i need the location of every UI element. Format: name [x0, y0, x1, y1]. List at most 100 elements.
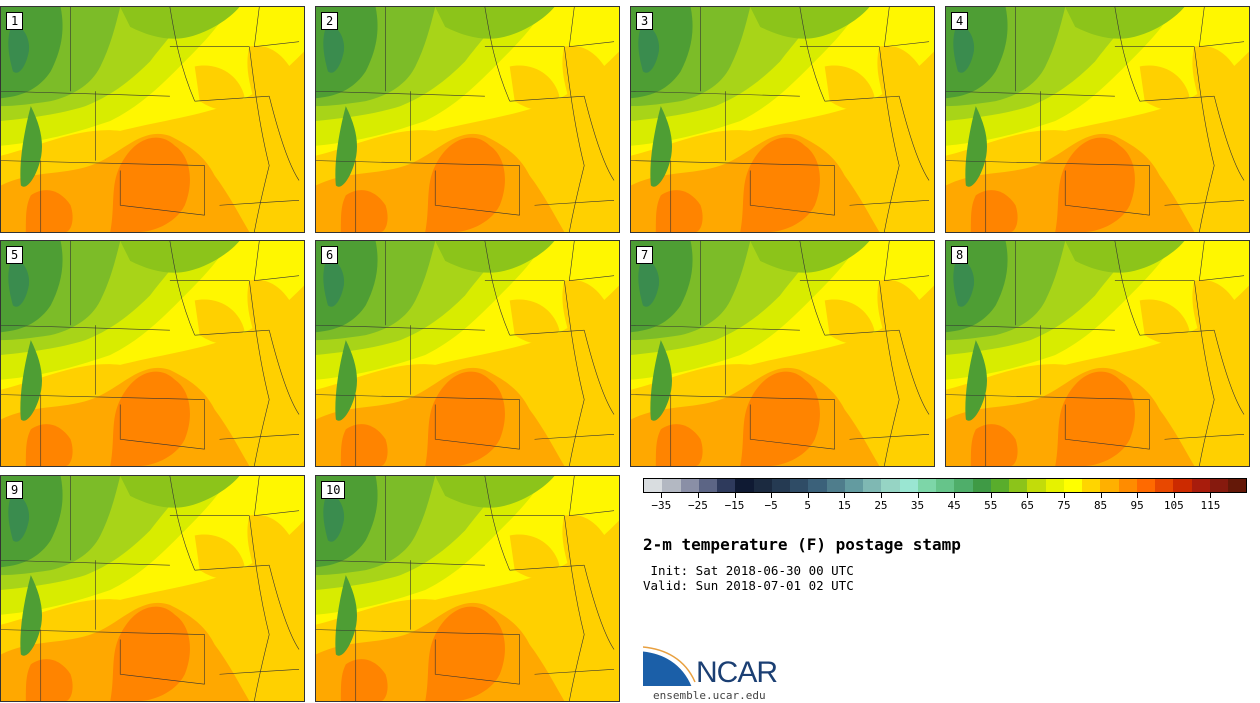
colorbar-segment	[972, 479, 991, 492]
colorbar-segment	[844, 479, 863, 492]
colorbar-tick-label: 35	[910, 499, 925, 512]
colorbar-tick	[661, 493, 663, 498]
member-map-4: 4	[945, 6, 1250, 233]
colorbar-segment	[644, 479, 663, 492]
colorbar-tick	[1210, 493, 1212, 498]
panel-number-label: 7	[636, 246, 654, 264]
temperature-map-4	[946, 7, 1249, 232]
colorbar-tick-label: −15	[724, 499, 745, 512]
colorbar-tick	[844, 493, 846, 498]
colorbar-segment	[753, 479, 772, 492]
panel-number-label: 10	[321, 481, 346, 499]
colorbar-tick	[1063, 493, 1065, 498]
colorbar-tick-label: 65	[1020, 499, 1034, 512]
colorbar-segment	[936, 479, 955, 492]
colorbar-tick-label: 5	[804, 499, 812, 512]
colorbar-tick-label: 55	[984, 499, 998, 512]
member-map-3: 3	[630, 6, 935, 233]
colorbar-segment	[899, 479, 918, 492]
temperature-map-2	[316, 7, 619, 232]
colorbar-tick	[734, 493, 736, 498]
temperature-map-5	[1, 241, 304, 466]
colorbar-tick	[697, 493, 699, 498]
chart-title: 2-m temperature (F) postage stamp	[643, 535, 961, 554]
colorbar-tick	[1027, 493, 1029, 498]
colorbar-segment	[1173, 479, 1192, 492]
colorbar-segment	[1009, 479, 1028, 492]
panel-number-label: 1	[6, 12, 24, 30]
colorbar-segment	[1155, 479, 1174, 492]
colorbar-segment	[1100, 479, 1119, 492]
colorbar-tick-label: 75	[1057, 499, 1071, 512]
temperature-map-7	[631, 241, 934, 466]
colorbar-tick-label: 95	[1130, 499, 1144, 512]
member-map-10: 10	[315, 475, 620, 702]
colorbar-segment	[771, 479, 790, 492]
colorbar-segment	[808, 479, 827, 492]
colorbar-tick	[1137, 493, 1139, 498]
colorbar-segment	[1209, 479, 1228, 492]
temperature-map-6	[316, 241, 619, 466]
colorbar-segment	[1191, 479, 1210, 492]
colorbar-tick-label: 105	[1163, 499, 1184, 512]
temperature-map-8	[946, 241, 1249, 466]
member-map-7: 7	[630, 240, 935, 467]
colorbar-segment	[1228, 479, 1247, 492]
colorbar-tick	[807, 493, 809, 498]
colorbar-tick-label: 45	[947, 499, 961, 512]
colorbar-segment	[1136, 479, 1155, 492]
temperature-colorbar	[643, 478, 1247, 493]
colorbar-segment	[1063, 479, 1082, 492]
colorbar-segment	[1082, 479, 1101, 492]
member-map-8: 8	[945, 240, 1250, 467]
colorbar-segment	[881, 479, 900, 492]
colorbar-tick	[954, 493, 956, 498]
ensemble-url: ensemble.ucar.edu	[653, 689, 766, 702]
colorbar-segment	[1045, 479, 1064, 492]
ncar-logo-text: NCAR	[696, 656, 778, 689]
colorbar-tick-label: −5	[764, 499, 778, 512]
temperature-map-3	[631, 7, 934, 232]
colorbar-tick	[771, 493, 773, 498]
colorbar-segment	[735, 479, 754, 492]
member-map-5: 5	[0, 240, 305, 467]
init-time: Init: Sat 2018-06-30 00 UTC	[643, 563, 854, 578]
colorbar-tick-label: 85	[1093, 499, 1108, 512]
colorbar-tick	[1100, 493, 1102, 498]
colorbar-segment	[990, 479, 1009, 492]
colorbar-segment	[717, 479, 736, 492]
temperature-map-9	[1, 476, 304, 701]
panel-number-label: 2	[321, 12, 339, 30]
colorbar-tick	[990, 493, 992, 498]
colorbar-tick-label: 15	[837, 499, 851, 512]
colorbar-tick-label: 115	[1200, 499, 1221, 512]
colorbar-segment	[680, 479, 699, 492]
member-map-6: 6	[315, 240, 620, 467]
colorbar-tick	[917, 493, 919, 498]
panel-number-label: 4	[951, 12, 969, 30]
colorbar-segment	[863, 479, 882, 492]
colorbar-segment	[1027, 479, 1046, 492]
ncar-logo-icon	[643, 646, 696, 687]
panel-number-label: 3	[636, 12, 654, 30]
temperature-map-10	[316, 476, 619, 701]
member-map-2: 2	[315, 6, 620, 233]
colorbar-tick	[1173, 493, 1175, 498]
colorbar-tick-labels: −35 −25 −15 −5 5 15 25 35 45 55 65 75 85 95 105 115	[643, 493, 1247, 523]
member-map-1: 1	[0, 6, 305, 233]
member-map-9: 9	[0, 475, 305, 702]
colorbar-segment	[917, 479, 936, 492]
colorbar-segment	[826, 479, 845, 492]
panel-number-label: 5	[6, 246, 24, 264]
panel-number-label: 6	[321, 246, 339, 264]
colorbar-tick	[880, 493, 882, 498]
colorbar-segment	[698, 479, 717, 492]
colorbar-segment	[790, 479, 809, 492]
panel-number-label: 8	[951, 246, 969, 264]
colorbar-segment	[662, 479, 681, 492]
colorbar-segment	[954, 479, 973, 492]
colorbar-tick-label: 25	[874, 499, 888, 512]
colorbar-segment	[1118, 479, 1137, 492]
valid-time: Valid: Sun 2018-07-01 02 UTC	[643, 578, 854, 593]
temperature-map-1	[1, 7, 304, 232]
